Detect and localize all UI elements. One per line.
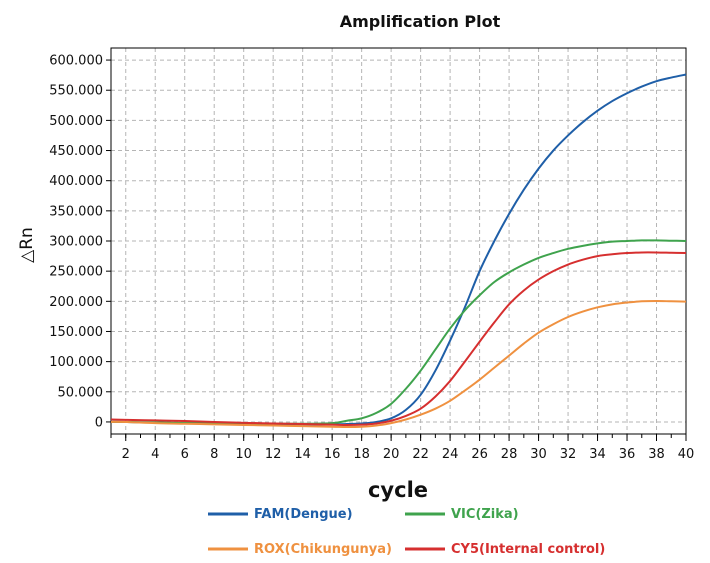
y-axis-ticks: 0 50.000 100.000 150.000 200.000 250.000 300.0… [49,54,111,430]
x-tick-label: 22 [412,447,429,462]
y-tick-label: 200.000 [49,295,103,310]
y-tick-label: 450.000 [49,144,103,159]
x-tick-label: 10 [235,447,252,462]
x-tick-label: 30 [530,447,547,462]
y-tick-label: 500.000 [49,114,103,129]
legend-label: VIC(Zika) [451,507,519,522]
x-tick-label: 28 [501,447,518,462]
y-tick-label: 100.000 [49,355,103,370]
x-tick-label: 32 [560,447,577,462]
x-tick-label: 34 [589,447,606,462]
legend-label: FAM(Dengue) [254,507,353,522]
x-tick-label: 26 [471,447,488,462]
grid-lines [111,48,687,434]
series-line-fam-dengue [110,73,687,426]
y-tick-label: 0 [95,415,103,430]
y-tick-label: 50.000 [58,385,104,400]
y-tick-label: 350.000 [49,204,103,219]
x-tick-label: 38 [648,447,665,462]
x-tick-label: 8 [210,447,218,462]
y-tick-label: 550.000 [49,84,103,99]
x-axis-ticks: 2 4 6 8 10 12 14 16 18 20 22 24 26 28 30 32 34 36 38 40 [110,434,695,462]
x-tick-label: 12 [265,447,282,462]
y-tick-label: 250.000 [49,265,103,280]
x-tick-label: 24 [442,447,459,462]
x-tick-label: 2 [122,447,130,462]
series-line-rox-chikungunya [110,300,687,429]
x-tick-label: 36 [619,447,636,462]
y-tick-label: 150.000 [49,325,103,340]
legend: FAM(Dengue) VIC(Zika) ROX(Chikungunya) CY5(… [208,507,605,557]
y-tick-label: 600.000 [49,54,103,69]
y-tick-label: 300.000 [49,235,103,250]
y-axis-label: △Rn [17,227,37,263]
x-tick-label: 40 [678,447,695,462]
series-line-vic-zika [110,239,687,425]
series-lines [110,73,687,429]
x-tick-label: 16 [324,447,341,462]
series-line-cy5-internal-control [110,251,687,426]
x-tick-label: 6 [181,447,189,462]
x-tick-label: 4 [151,447,159,462]
x-tick-label: 14 [294,447,311,462]
legend-label: CY5(Internal control) [451,542,605,557]
legend-label: ROX(Chikungunya) [254,542,392,557]
chart-title: Amplification Plot [340,12,501,31]
y-tick-label: 400.000 [49,174,103,189]
x-axis-label: cycle [368,478,428,502]
x-tick-label: 20 [383,447,400,462]
x-tick-label: 18 [353,447,370,462]
